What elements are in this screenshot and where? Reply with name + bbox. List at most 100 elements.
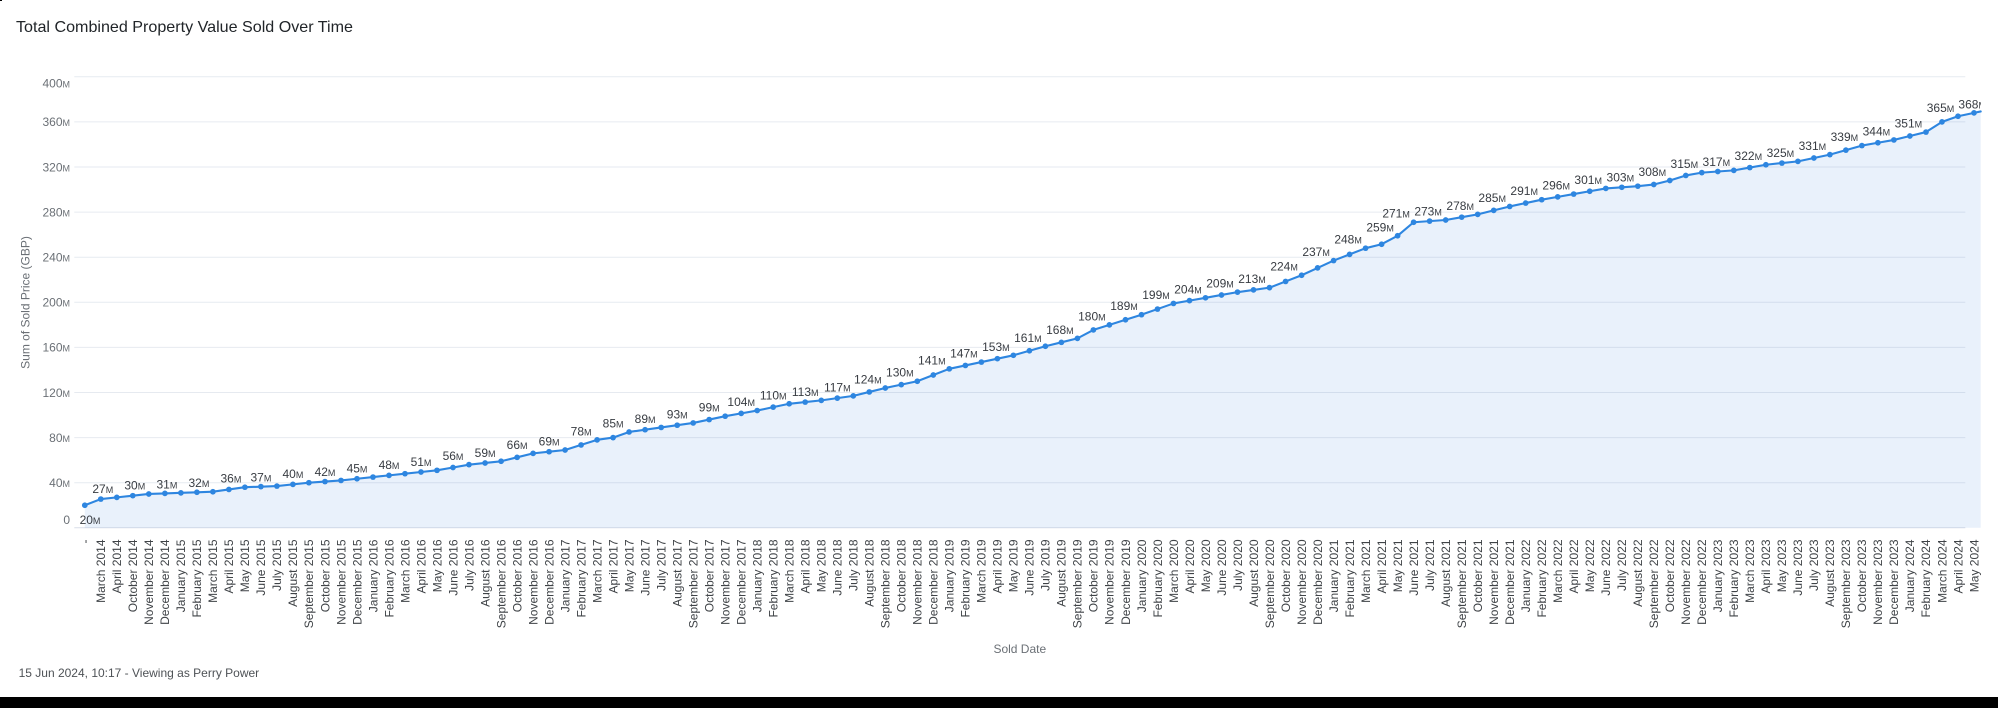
svg-text:December 2016: December 2016 bbox=[542, 539, 556, 625]
svg-text:308M: 308M bbox=[1639, 165, 1667, 179]
svg-text:January 2023: January 2023 bbox=[1711, 539, 1725, 612]
svg-text:December 2018: December 2018 bbox=[927, 539, 941, 625]
svg-text:27M: 27M bbox=[92, 482, 113, 496]
svg-text:March 2015: March 2015 bbox=[206, 539, 220, 603]
svg-text:110M: 110M bbox=[760, 388, 787, 402]
svg-text:October 2018: October 2018 bbox=[895, 539, 909, 612]
svg-text:April 2019: April 2019 bbox=[991, 539, 1005, 593]
svg-text:78M: 78M bbox=[571, 424, 592, 438]
svg-text:January 2018: January 2018 bbox=[751, 539, 765, 612]
svg-text:May 2020: May 2020 bbox=[1199, 539, 1213, 592]
svg-text:339M: 339M bbox=[1831, 130, 1859, 144]
svg-text:May 2022: May 2022 bbox=[1583, 539, 1597, 592]
svg-text:February 2023: February 2023 bbox=[1727, 539, 1741, 617]
svg-text:May 2015: May 2015 bbox=[238, 539, 252, 592]
svg-text:93M: 93M bbox=[667, 407, 688, 421]
svg-text:September 2019: September 2019 bbox=[1071, 539, 1085, 628]
svg-text:June 2018: June 2018 bbox=[831, 539, 845, 595]
svg-text:January 2015: January 2015 bbox=[174, 539, 188, 612]
svg-text:July 2020: July 2020 bbox=[1231, 539, 1245, 591]
svg-text:February 2015: February 2015 bbox=[190, 539, 204, 617]
svg-text:331M: 331M bbox=[1799, 139, 1827, 153]
svg-text:July 2018: July 2018 bbox=[847, 539, 861, 591]
svg-text:45M: 45M bbox=[347, 462, 368, 476]
svg-text:301M: 301M bbox=[1574, 173, 1602, 187]
svg-text:November 2022: November 2022 bbox=[1679, 539, 1693, 625]
svg-text:December 2022: December 2022 bbox=[1695, 539, 1709, 625]
svg-text:322M: 322M bbox=[1735, 149, 1763, 163]
svg-text:April 2024: April 2024 bbox=[1951, 539, 1965, 593]
svg-text:325M: 325M bbox=[1767, 146, 1795, 160]
svg-text:October 2016: October 2016 bbox=[510, 539, 524, 612]
svg-text:November 2023: November 2023 bbox=[1871, 539, 1885, 625]
svg-text:March 2014: March 2014 bbox=[94, 539, 108, 603]
svg-text:November 2015: November 2015 bbox=[334, 539, 348, 625]
svg-text:March 2021: March 2021 bbox=[1359, 539, 1373, 603]
svg-text:January 2016: January 2016 bbox=[366, 539, 380, 612]
svg-text:51M: 51M bbox=[411, 455, 432, 469]
svg-text:August 2020: August 2020 bbox=[1247, 539, 1261, 607]
svg-text:278M: 278M bbox=[1446, 199, 1474, 213]
svg-text:January 2019: January 2019 bbox=[943, 539, 957, 612]
svg-text:400M: 400M bbox=[42, 76, 70, 90]
svg-text:January 2020: January 2020 bbox=[1135, 539, 1149, 612]
svg-text:September 2023: September 2023 bbox=[1839, 539, 1853, 628]
svg-text:147M: 147M bbox=[950, 347, 978, 361]
svg-text:32M: 32M bbox=[188, 476, 209, 490]
svg-text:June 2023: June 2023 bbox=[1791, 539, 1805, 595]
svg-text:June 2017: June 2017 bbox=[638, 539, 652, 595]
svg-text:July 2023: July 2023 bbox=[1807, 539, 1821, 591]
svg-text:July 2017: July 2017 bbox=[655, 539, 669, 591]
svg-text:February 2024: February 2024 bbox=[1919, 539, 1933, 617]
svg-text:42M: 42M bbox=[315, 465, 336, 479]
svg-text:May 2018: May 2018 bbox=[815, 539, 829, 592]
svg-text:296M: 296M bbox=[1542, 179, 1570, 193]
svg-text:April 2020: April 2020 bbox=[1183, 539, 1197, 593]
svg-text:August 2015: August 2015 bbox=[286, 539, 300, 607]
svg-text:89M: 89M bbox=[635, 412, 656, 426]
svg-text:February 2018: February 2018 bbox=[767, 539, 781, 617]
svg-text:40M: 40M bbox=[282, 467, 303, 481]
svg-text:204M: 204M bbox=[1174, 282, 1202, 296]
svg-text:April 2021: April 2021 bbox=[1375, 539, 1389, 593]
svg-text:160M: 160M bbox=[42, 341, 70, 355]
svg-text:113M: 113M bbox=[792, 385, 819, 399]
svg-text:April 2018: April 2018 bbox=[799, 539, 813, 593]
svg-text:December 2019: December 2019 bbox=[1119, 539, 1133, 625]
svg-text:March 2019: March 2019 bbox=[975, 539, 989, 603]
svg-text:189M: 189M bbox=[1110, 299, 1138, 313]
svg-text:June 2015: June 2015 bbox=[254, 539, 268, 595]
svg-text:30M: 30M bbox=[124, 479, 145, 493]
svg-text:October 2022: October 2022 bbox=[1663, 539, 1677, 612]
svg-text:March 2016: March 2016 bbox=[398, 539, 412, 603]
svg-text:120M: 120M bbox=[42, 386, 70, 400]
svg-text:48M: 48M bbox=[379, 458, 400, 472]
svg-text:285M: 285M bbox=[1478, 191, 1506, 205]
svg-text:July 2016: July 2016 bbox=[462, 539, 476, 591]
svg-text:June 2021: June 2021 bbox=[1407, 539, 1421, 595]
svg-text:153M: 153M bbox=[982, 340, 1010, 354]
svg-text:December 2020: December 2020 bbox=[1311, 539, 1325, 625]
svg-text:December 2014: December 2014 bbox=[158, 539, 172, 625]
svg-text:365M: 365M bbox=[1927, 101, 1955, 115]
svg-text:Sold Date: Sold Date bbox=[993, 642, 1046, 656]
svg-text:August 2023: August 2023 bbox=[1823, 539, 1837, 607]
svg-text:344M: 344M bbox=[1863, 124, 1891, 138]
svg-text:-: - bbox=[78, 540, 92, 544]
svg-text:November 2016: November 2016 bbox=[526, 539, 540, 625]
svg-text:December 2015: December 2015 bbox=[350, 539, 364, 625]
svg-text:209M: 209M bbox=[1206, 277, 1234, 291]
svg-text:November 2017: November 2017 bbox=[719, 539, 733, 625]
svg-text:April 2022: April 2022 bbox=[1567, 539, 1581, 593]
svg-text:December 2017: December 2017 bbox=[735, 539, 749, 625]
svg-text:291M: 291M bbox=[1510, 184, 1538, 198]
svg-text:August 2021: August 2021 bbox=[1439, 539, 1453, 607]
svg-text:March 2020: March 2020 bbox=[1167, 539, 1181, 603]
svg-text:59M: 59M bbox=[475, 446, 496, 460]
svg-text:October 2023: October 2023 bbox=[1855, 539, 1869, 612]
svg-text:240M: 240M bbox=[42, 251, 70, 265]
svg-text:April 2015: April 2015 bbox=[222, 539, 236, 593]
svg-text:March 2022: March 2022 bbox=[1551, 539, 1565, 603]
svg-text:October 2015: October 2015 bbox=[318, 539, 332, 612]
svg-text:259M: 259M bbox=[1366, 220, 1394, 234]
